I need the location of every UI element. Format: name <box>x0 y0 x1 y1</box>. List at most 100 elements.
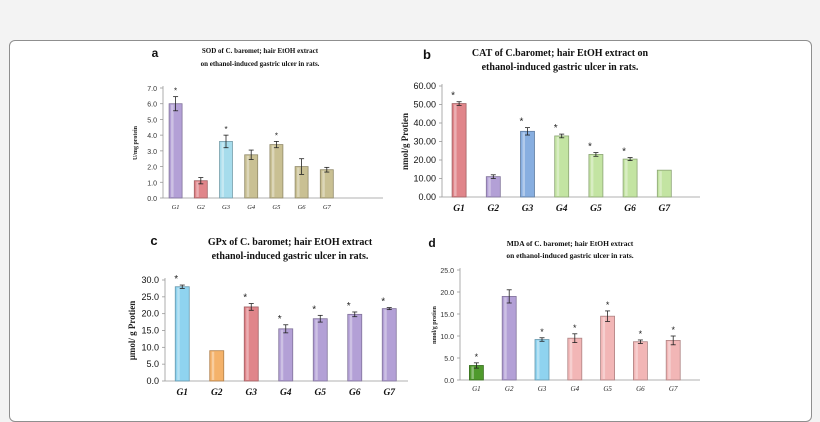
bar-highlight <box>556 136 560 196</box>
y-axis-label: nmol/g protien <box>432 305 438 343</box>
y-axis-label: nmol/g Protien <box>400 113 410 170</box>
bar-highlight <box>668 341 671 379</box>
x-tick-label: G6 <box>636 385 645 393</box>
chart-d: d MDA of C. baromet; hair EtOH extract on … <box>428 236 700 393</box>
x-tick-label: G3 <box>522 204 534 214</box>
significance-star: * <box>639 329 643 339</box>
x-tick-label: G6 <box>624 204 636 214</box>
y-tick-label: 5.0 <box>146 359 159 369</box>
figure-charts: a SOD of C. baromet; hair EtOH extract on … <box>127 46 700 398</box>
x-tick-label: G1 <box>172 204 180 211</box>
significance-star: * <box>671 325 675 335</box>
chart-a: a SOD of C. baromet; hair EtOH extract on … <box>133 46 383 211</box>
chart-b: b CAT of C.baromet; hair EtOH extract on e… <box>400 47 700 214</box>
significance-star: * <box>588 142 592 153</box>
y-tick-label: 0.0 <box>444 378 454 385</box>
y-tick-label: 2.0 <box>147 165 157 172</box>
significance-star: * <box>275 131 278 140</box>
x-tick-label: G5 <box>314 388 326 398</box>
bar-highlight <box>602 317 606 379</box>
x-tick-label: G2 <box>505 385 514 393</box>
y-tick-label: 0.00 <box>418 192 436 202</box>
significance-star: * <box>573 323 577 333</box>
chart-title-line: ethanol-induced gastric ulcer in rats. <box>212 251 369 262</box>
chart-c: c GPx of C. baromet; hair EtOH extract eth… <box>127 233 408 398</box>
x-tick-label: G5 <box>590 204 602 214</box>
bar-highlight <box>280 329 284 380</box>
y-tick-label: 30.0 <box>141 275 159 285</box>
bar-highlight <box>322 170 325 197</box>
bar-highlight <box>454 104 457 196</box>
chart-title-line: ethanol-induced gastric ulcer in rats. <box>482 62 639 73</box>
significance-star: * <box>520 117 524 128</box>
y-tick-label: 5.0 <box>444 356 454 363</box>
bar-highlight <box>221 142 224 197</box>
significance-star: * <box>278 314 282 325</box>
bar-highlight <box>590 155 594 196</box>
bar-highlight <box>349 315 353 380</box>
y-tick-label: 4.0 <box>147 133 157 140</box>
panel-letter: d <box>428 236 435 250</box>
bar-highlight <box>196 181 199 197</box>
x-tick-label: G2 <box>197 204 206 211</box>
bar-highlight <box>537 340 540 379</box>
panel-letter: a <box>152 46 159 60</box>
y-tick-label: 30.00 <box>413 137 436 147</box>
x-tick-label: G4 <box>280 388 292 398</box>
bar-G2 <box>209 350 225 382</box>
y-axis-label: U/mg protein <box>133 125 139 160</box>
x-tick-label: G6 <box>349 388 361 398</box>
bar-highlight <box>246 155 250 197</box>
y-tick-label: 0.0 <box>146 376 159 386</box>
chart-title-line: on ethanol-induced gastric ulcer in rats… <box>201 60 320 68</box>
y-tick-label: 10.0 <box>440 334 454 341</box>
significance-star: * <box>174 274 178 285</box>
x-tick-label: G7 <box>323 204 332 211</box>
bar-G5 <box>269 144 284 199</box>
bar-highlight <box>522 132 525 196</box>
bar-G7 <box>319 169 334 199</box>
bar-highlight <box>315 319 318 380</box>
x-tick-label: G3 <box>538 385 547 393</box>
chart-title-line: on ethanol-induced gastric ulcer in rats… <box>506 251 633 260</box>
significance-star: * <box>606 300 610 310</box>
bar-highlight <box>271 145 275 197</box>
x-tick-label: G7 <box>669 385 678 393</box>
significance-star: * <box>451 91 455 102</box>
significance-star: * <box>475 352 479 362</box>
bar-highlight <box>384 309 387 380</box>
significance-star: * <box>540 327 544 337</box>
x-tick-label: G1 <box>472 385 481 393</box>
y-tick-label: 3.0 <box>147 149 157 156</box>
bar-highlight <box>211 351 215 380</box>
bar-G3 <box>219 141 233 199</box>
significance-star: * <box>554 123 558 134</box>
bar-highlight <box>297 167 300 197</box>
bar-G1 <box>168 103 183 199</box>
x-tick-label: G6 <box>298 204 307 211</box>
y-tick-label: 1.0 <box>147 180 157 187</box>
x-tick-label: G7 <box>658 204 671 214</box>
bar-highlight <box>635 342 638 379</box>
x-tick-label: G5 <box>603 385 612 393</box>
significance-star: * <box>243 293 247 304</box>
y-tick-label: 60.00 <box>413 81 436 91</box>
y-tick-label: 20.0 <box>141 309 159 319</box>
chart-title-line: GPx of C. baromet; hair EtOH extract <box>208 237 373 248</box>
chart-title-line: MDA of C. baromet; hair EtOH extract <box>507 239 634 248</box>
significance-star: * <box>224 125 227 134</box>
panel-letter: c <box>150 233 157 248</box>
significance-star: * <box>174 87 177 96</box>
significance-star: * <box>347 301 351 312</box>
x-tick-label: G3 <box>222 204 231 211</box>
y-tick-label: 0.0 <box>147 196 157 203</box>
bar-highlight <box>659 171 662 196</box>
bar-highlight <box>171 104 174 197</box>
x-tick-label: G4 <box>247 204 256 211</box>
panel-letter: b <box>423 47 431 62</box>
y-tick-label: 20.0 <box>440 290 454 297</box>
bar-highlight <box>471 366 474 379</box>
y-tick-label: 50.00 <box>413 100 436 110</box>
x-tick-label: G3 <box>245 388 257 398</box>
bar-highlight <box>504 297 507 379</box>
